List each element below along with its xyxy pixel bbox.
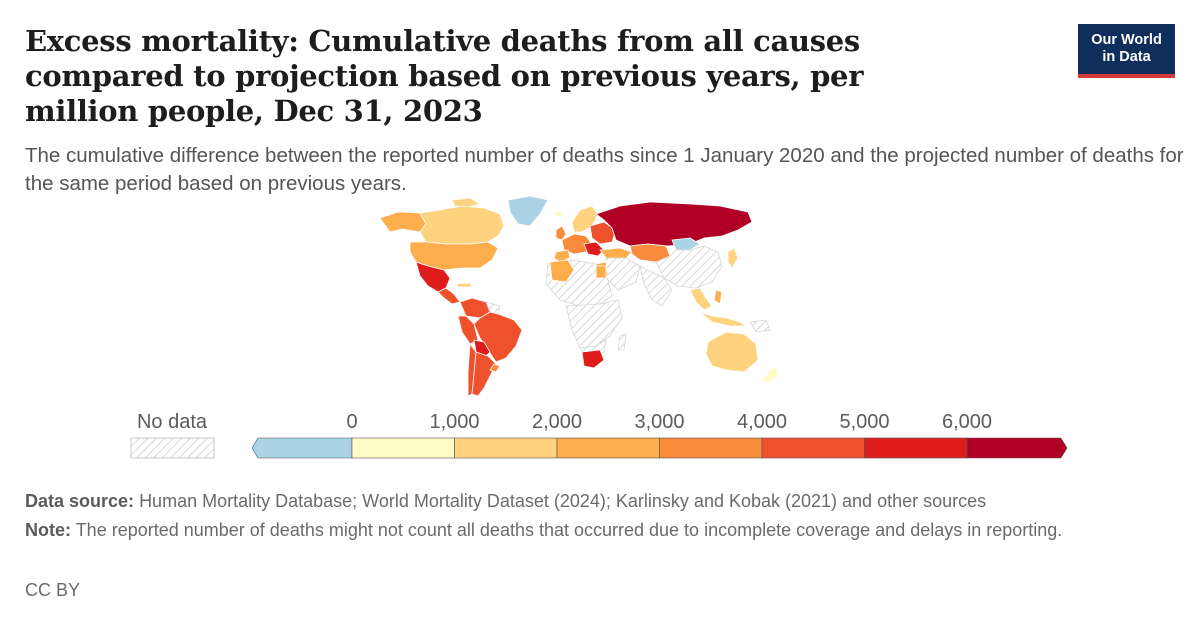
country-south-africa[interactable] [581, 349, 605, 369]
footer: Data source: Human Mortality Database; W… [25, 489, 1175, 547]
country-australia[interactable] [705, 331, 759, 373]
country-japan[interactable] [727, 247, 739, 269]
legend-bin-2[interactable] [454, 437, 558, 459]
source-text[interactable]: Human Mortality Database; World Mortalit… [139, 491, 987, 511]
legend-no-data-label: No data [137, 411, 208, 433]
country-argentina[interactable] [471, 351, 497, 397]
country-china[interactable] [655, 245, 723, 289]
note-label: Note: [25, 520, 71, 540]
footer-note: Note: The reported number of deaths migh… [25, 518, 1175, 542]
country-uk[interactable] [555, 225, 567, 241]
country-turkey[interactable] [599, 247, 633, 259]
logo-line-1: Our World [1091, 32, 1162, 48]
country-greenland[interactable] [507, 195, 549, 227]
country-mongolia[interactable] [671, 237, 701, 251]
legend-tick-label: 2,000 [532, 411, 582, 433]
country-balkans[interactable] [583, 241, 605, 257]
country-southeast-asia[interactable] [689, 287, 713, 311]
legend-bin-6[interactable] [864, 437, 968, 459]
legend-tick-label: 3,000 [634, 411, 684, 433]
legend-tick-label: 4,000 [737, 411, 787, 433]
legend-tick-label: 6,000 [942, 411, 992, 433]
logo-line-2: in Data [1102, 49, 1151, 65]
legend-tick-label: 0 [346, 411, 357, 433]
country-eastern-europe[interactable] [589, 221, 617, 245]
country-egypt[interactable] [595, 265, 607, 279]
country-morocco[interactable] [549, 259, 575, 283]
legend-bin-5[interactable] [761, 437, 865, 459]
footer-source: Data source: Human Mortality Database; W… [25, 489, 1175, 513]
country-iceland[interactable] [553, 210, 565, 218]
note-text: The reported number of deaths might not … [75, 520, 1063, 540]
country-papua[interactable] [749, 319, 771, 333]
chart-title: Excess mortality: Cumulative deaths from… [25, 24, 864, 128]
country-brazil[interactable] [473, 311, 523, 363]
legend-bin-3[interactable] [556, 437, 660, 459]
country-madagascar[interactable] [617, 333, 627, 351]
country-central-africa[interactable] [565, 299, 623, 349]
color-legend: No data 0 1,000 2,000 3,000 4,000 5,000 6,000 [130, 411, 1068, 459]
chart-subtitle: The cumulative difference between the re… [25, 144, 1184, 195]
legend-bin-1[interactable] [351, 437, 455, 459]
country-cuba[interactable] [455, 282, 473, 288]
legend-tick-label: 1,000 [429, 411, 479, 433]
country-india[interactable] [639, 265, 673, 307]
country-peru[interactable] [457, 315, 479, 345]
legend-tick-label: 5,000 [839, 411, 889, 433]
license-label[interactable]: CC BY [25, 580, 81, 600]
owid-logo[interactable]: Our World in Data [1078, 24, 1175, 78]
legend-no-data-swatch [130, 437, 215, 459]
country-malaysia[interactable] [699, 311, 748, 327]
country-new-zealand[interactable] [761, 365, 779, 385]
country-uruguay[interactable] [489, 363, 501, 373]
legend-bin-4[interactable] [659, 437, 763, 459]
country-canada-islands[interactable] [451, 197, 482, 208]
legend-bin-7[interactable] [966, 437, 1068, 459]
source-label: Data source: [25, 491, 135, 511]
world-map [379, 195, 779, 397]
country-russia[interactable] [595, 201, 753, 247]
legend-bin-0[interactable] [251, 437, 353, 459]
country-philippines[interactable] [713, 289, 723, 305]
